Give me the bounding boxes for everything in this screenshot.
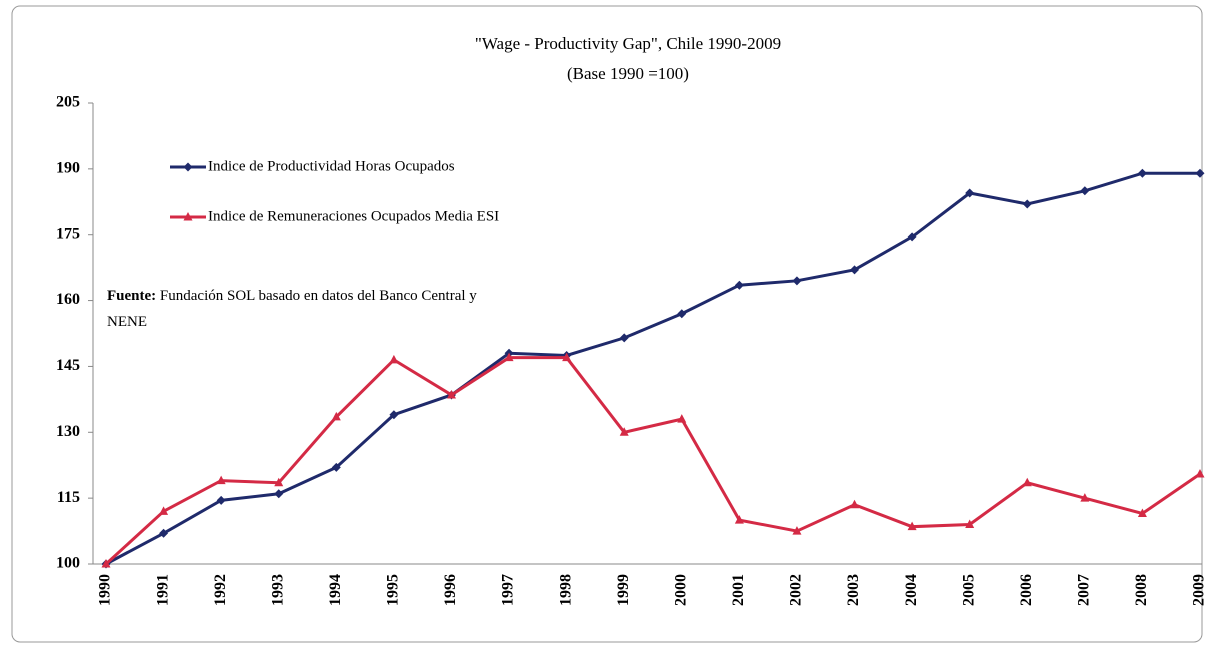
marker [965, 519, 975, 528]
marker [216, 475, 226, 485]
marker [850, 265, 860, 275]
source-label: Fuente: [107, 288, 157, 304]
marker [1080, 186, 1090, 196]
x-tick-label: 1994 [327, 574, 344, 606]
x-tick-label: 1993 [269, 574, 286, 606]
x-tick-label: 2007 [1076, 574, 1093, 606]
y-tick-label: 205 [56, 94, 80, 111]
x-tick-label: 1995 [385, 574, 402, 606]
marker [216, 495, 226, 505]
marker [274, 477, 284, 487]
marker [734, 280, 744, 290]
marker [159, 528, 169, 538]
marker [677, 414, 687, 423]
marker [331, 411, 341, 421]
marker [446, 389, 456, 399]
x-tick-label: 2006 [1018, 574, 1035, 606]
marker [1195, 468, 1205, 478]
marker [1137, 168, 1147, 178]
marker [183, 162, 193, 172]
x-tick-label: 2001 [730, 574, 747, 606]
marker [274, 489, 284, 499]
x-tick-label: 1996 [442, 574, 459, 606]
x-tick-label: 1997 [500, 574, 517, 606]
x-tick-label: 2009 [1191, 574, 1207, 606]
chart-subtitle: (Base 1990 =100) [567, 64, 689, 83]
marker [677, 309, 687, 319]
marker [1022, 199, 1032, 209]
marker [389, 354, 399, 364]
marker [1022, 477, 1032, 487]
marker [792, 276, 802, 286]
marker [183, 212, 193, 221]
y-tick-label: 145 [56, 357, 80, 374]
x-tick-label: 1999 [615, 574, 632, 606]
x-tick-label: 2002 [788, 574, 805, 606]
x-tick-label: 2004 [903, 574, 920, 606]
marker [1195, 168, 1205, 178]
frame [11, 5, 1203, 643]
x-tick-label: 1998 [557, 574, 574, 606]
series-line [105, 171, 1200, 566]
legend-label: Indice de Remuneraciones Ocupados Media … [208, 208, 499, 224]
marker [792, 526, 802, 535]
x-tick-label: 1992 [212, 574, 229, 606]
y-tick-label: 175 [56, 225, 80, 242]
marker [965, 188, 975, 198]
y-tick-label: 130 [56, 423, 80, 440]
marker [907, 232, 917, 242]
y-tick-label: 190 [56, 160, 80, 177]
marker [1137, 508, 1147, 518]
marker [159, 506, 169, 515]
marker [389, 410, 399, 420]
marker [504, 352, 514, 362]
source-note: Fuente: Fundación SOL basado en datos de… [107, 283, 477, 335]
x-tick-label: 2005 [960, 574, 977, 606]
marker [101, 559, 111, 568]
series-line [104, 356, 1201, 566]
marker [850, 499, 860, 509]
marker [734, 515, 744, 524]
y-tick-label: 115 [57, 489, 80, 506]
marker [562, 352, 572, 362]
chart-title: "Wage - Productivity Gap", Chile 1990-20… [475, 34, 781, 53]
marker [619, 427, 629, 436]
source-text: Fundación SOL basado en datos del Banco … [107, 288, 477, 330]
x-tick-label: 2003 [845, 574, 862, 606]
x-tick-label: 2000 [672, 574, 689, 606]
y-tick-label: 160 [56, 291, 80, 308]
x-tick-label: 2008 [1133, 574, 1150, 606]
marker [907, 521, 917, 531]
marker [331, 462, 341, 472]
legend-label: Indice de Productividad Horas Ocupados [208, 158, 455, 174]
marker [619, 333, 629, 343]
y-tick-label: 100 [56, 555, 80, 572]
marker [1080, 493, 1090, 502]
x-tick-label: 1991 [154, 574, 171, 606]
x-tick-label: 1990 [97, 574, 114, 606]
